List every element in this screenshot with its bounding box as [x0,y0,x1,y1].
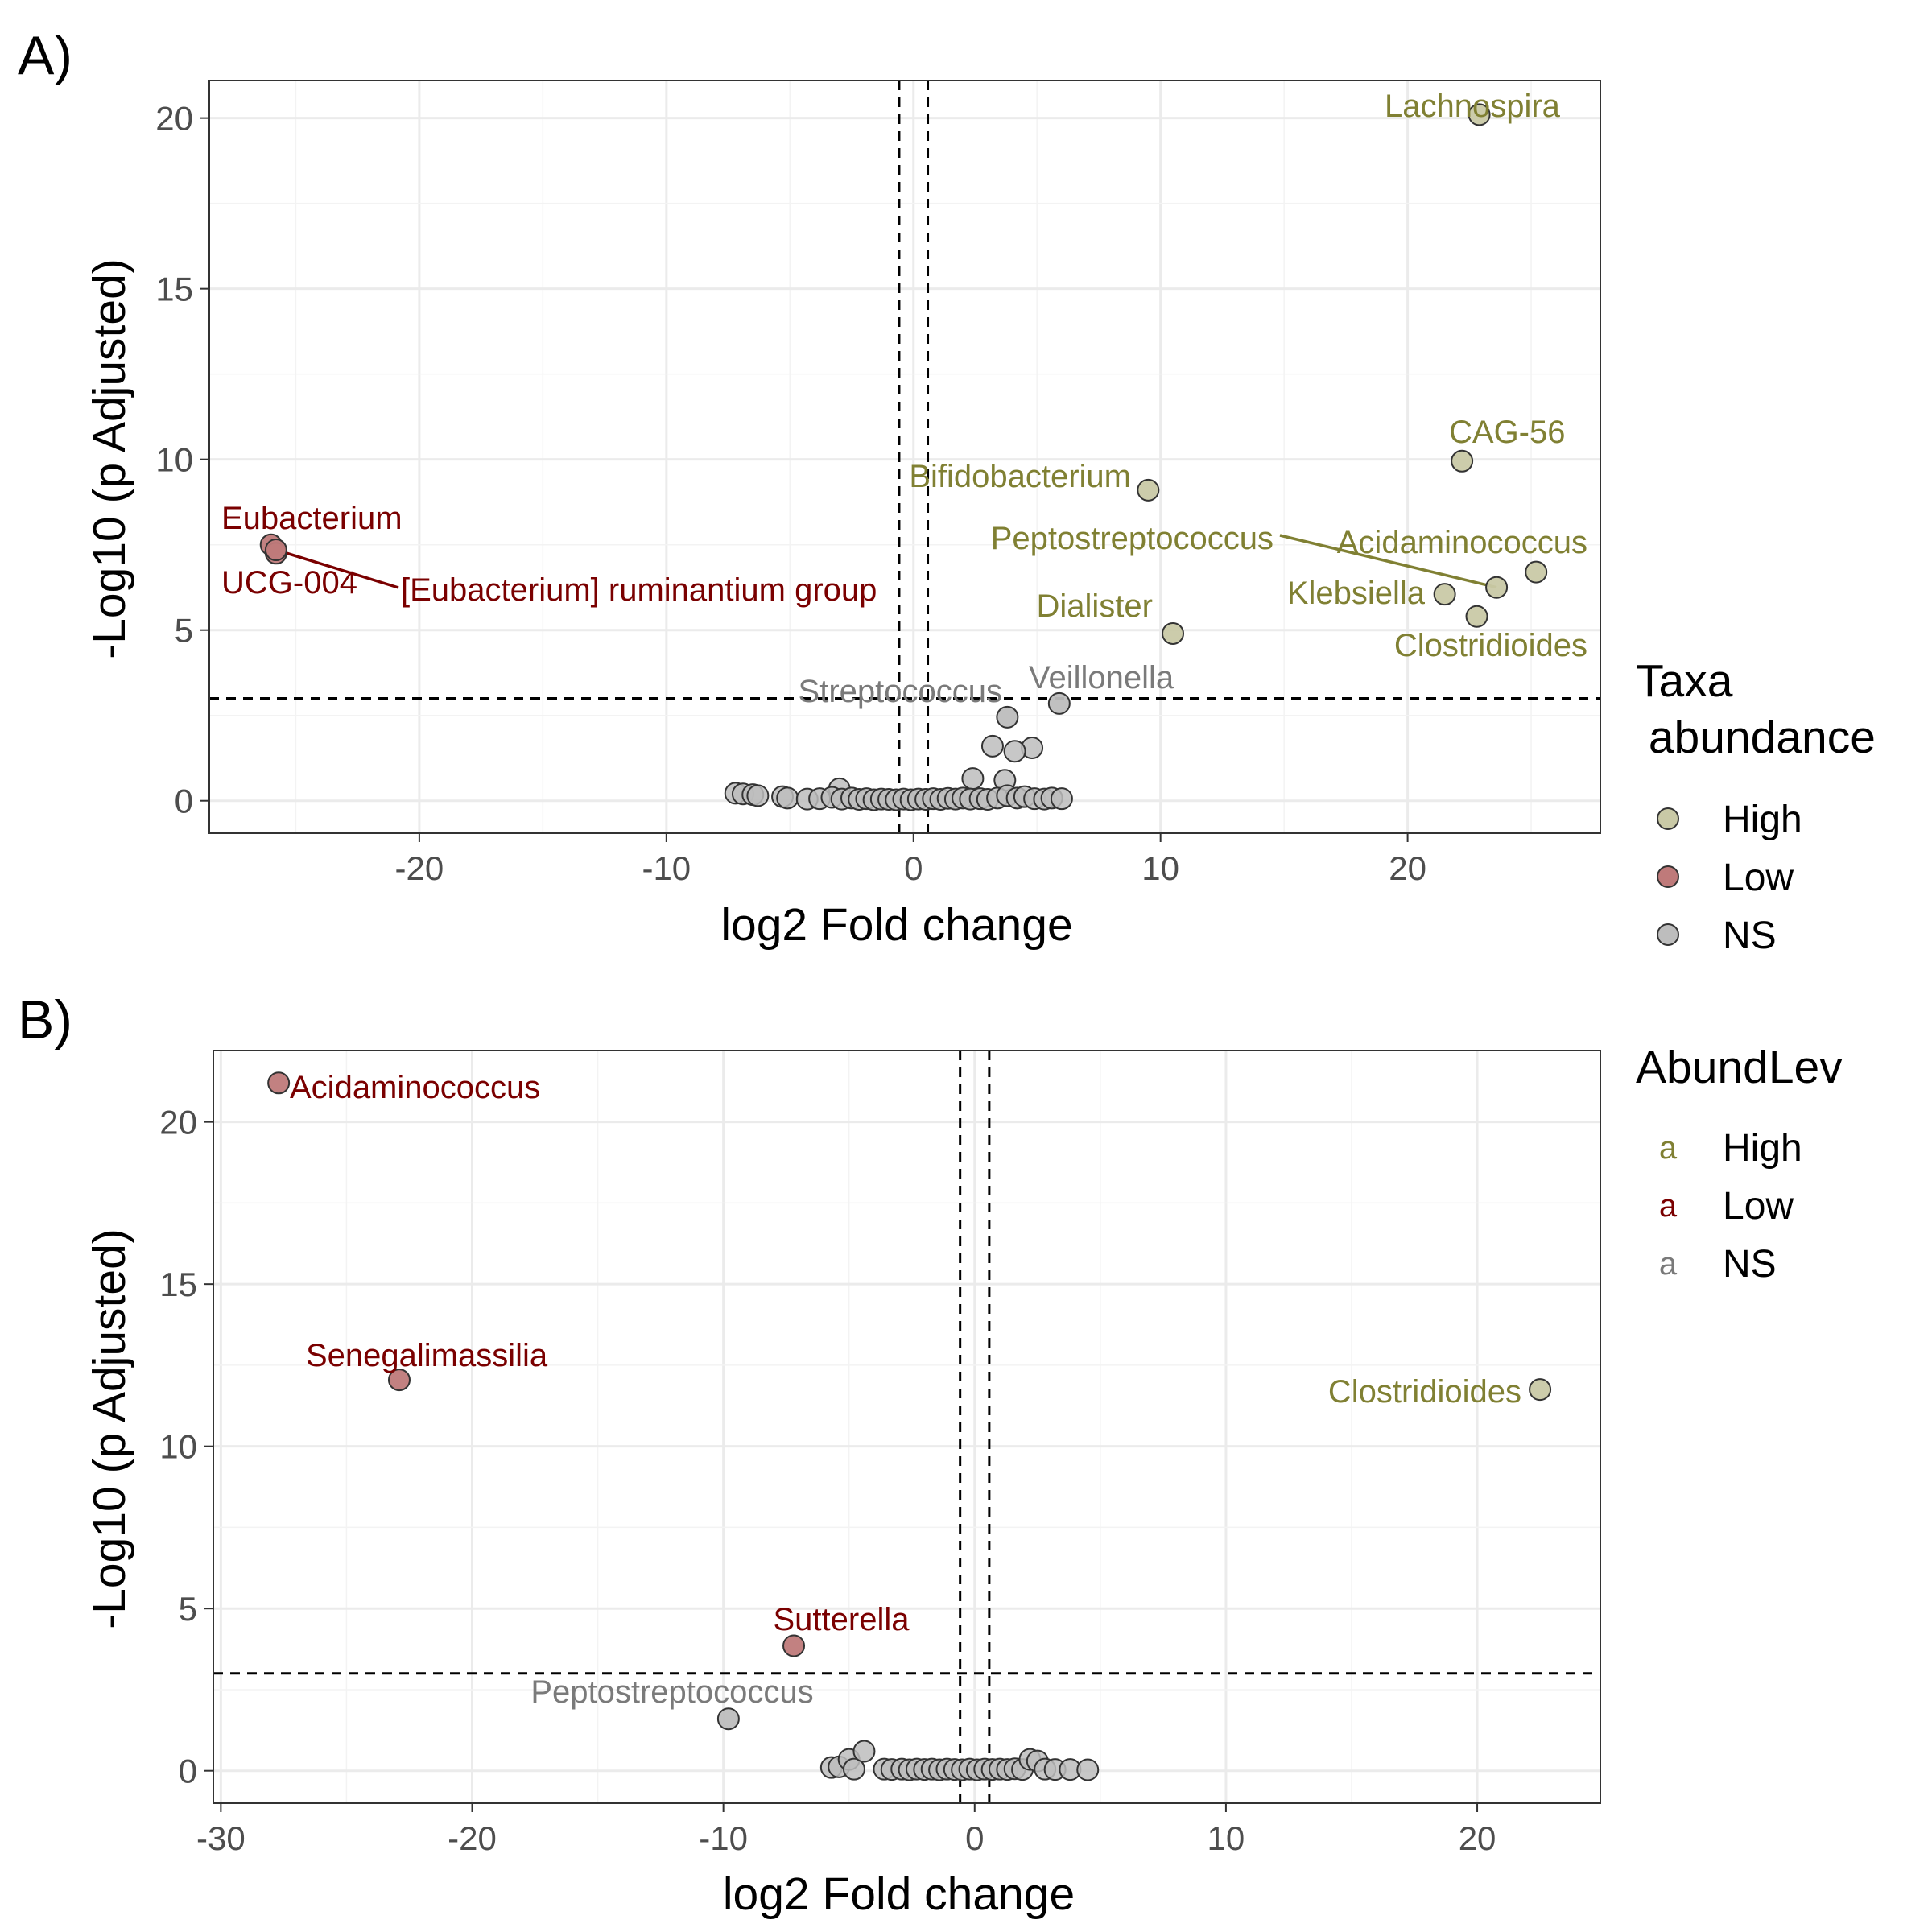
legend-label-low: Low [1723,1185,1794,1228]
point-label-sutterella: Sutterella [774,1602,910,1637]
y-tick-label: 0 [175,782,193,820]
legend-label-high: High [1723,799,1802,841]
x-tick-label: -20 [448,1819,497,1857]
legend-key-ns [1657,923,1679,946]
point-label-acidaminococcus: Acidaminococcus [1337,525,1587,560]
x-tick-label: 10 [1208,1819,1245,1857]
point-label-eubacterium-ruminantium-group: [Eubacterium] ruminantium group [401,572,877,608]
y-tick-label: 20 [159,1104,197,1141]
data-point-peptostreptococcus [716,1707,740,1731]
x-tick-label: -10 [642,849,691,887]
y-tick-label: 15 [155,270,193,308]
panel-a-plot: Lachnospira CAG-56 Bifidobacterium Acidamin… [84,80,1601,951]
legend-key-low [1657,865,1679,888]
x-tick-label: 0 [965,1819,984,1857]
panel-b-border [213,1050,1601,1804]
legend-b-title: AbundLev [1636,1042,1843,1093]
point-label-bifidobacterium: Bifidobacterium [909,459,1131,494]
data-point-klebsiella [1433,583,1456,606]
x-tick-label: -10 [699,1819,748,1857]
data-point-cag-56 [1451,449,1474,473]
point-label-dialister: Dialister [1037,588,1153,624]
data-point-dialister [1162,621,1185,645]
data-point-sutterella [782,1634,806,1657]
point-label-eubacterium: Eubacterium [221,501,402,536]
data-point-clostridioides [1529,1378,1552,1402]
y-tick-label: 0 [179,1752,197,1790]
label-connector [1279,534,1497,589]
data-point-eubacterium-ruminantium-group [264,539,287,562]
y-axis-title: -Log10 (p Adjusted) [84,1228,135,1629]
data-point-ns [852,1740,876,1763]
x-axis-title: log2 Fold change [723,1868,1075,1920]
y-tick-label: 20 [155,100,193,138]
data-point-veillonella [1047,691,1071,715]
legend-taxa-abundance: Taxa abundance High Low NS [1636,655,1876,957]
y-axis-title: -Log10 (p Adjusted) [84,258,135,659]
data-point-ns [980,734,1004,758]
x-tick-label: -30 [196,1819,246,1857]
point-label-acidaminococcus: Acidaminococcus [290,1070,540,1105]
data-point-bifidobacterium [1137,478,1160,502]
x-tick-label: 0 [904,849,923,887]
legend-abundlev: AbundLev a High a Low a NS [1636,1042,1843,1286]
legend-key-low: a [1659,1188,1678,1224]
x-tick-label: 20 [1389,849,1426,887]
point-label-peptostreptococcus: Peptostreptococcus [530,1674,813,1710]
panel-a-border [208,80,1601,834]
y-tick-label: 5 [175,612,193,650]
x-axis-title: log2 Fold change [720,899,1072,951]
data-point-acidaminococcus [267,1071,291,1095]
data-point-clostridioides [1465,605,1488,628]
legend-label-ns: NS [1723,1243,1777,1286]
panel-b-label: B) [18,989,72,1051]
point-label-clostridioides: Clostridioides [1394,628,1587,663]
y-tick-label: 10 [155,441,193,479]
panel-b-plot: Acidaminococcus Senegalimassilia Sutterell… [84,1050,1601,1920]
point-label-senegalimassilia: Senegalimassilia [306,1338,548,1373]
x-tick-label: 10 [1141,849,1179,887]
y-tick-label: 15 [159,1265,197,1303]
point-label-cag-56: CAG-56 [1449,415,1566,450]
data-point-ns [1003,740,1026,763]
legend-a-title-line2: abundance [1636,712,1876,763]
legend-label-ns: NS [1723,914,1777,957]
y-tick-label: 5 [179,1590,197,1628]
point-label-lachnospira: Lachnospira [1385,89,1561,124]
legend-a-title-line1: Taxa [1636,655,1733,707]
data-point-senegalimassilia [387,1368,411,1392]
data-point-ns [961,767,985,791]
data-point-ns [1050,787,1073,811]
data-point-ns [776,786,799,810]
point-label-streptococcus: Streptococcus [799,674,1002,709]
point-label-peptostreptococcus: Peptostreptococcus [991,521,1274,556]
point-label-klebsiella: Klebsiella [1287,576,1426,611]
label-connector [275,548,399,589]
point-label-clostridioides: Clostridioides [1328,1374,1521,1410]
data-point-peptostreptococcus [1525,560,1548,584]
legend-key-high [1657,807,1679,830]
legend-key-ns: a [1659,1246,1678,1282]
data-point-ns [1076,1758,1100,1781]
y-tick-label: 10 [159,1428,197,1466]
panel-a-label: A) [18,25,72,86]
x-tick-label: 20 [1459,1819,1496,1857]
data-point-ns [842,1757,865,1781]
data-point-ns [746,784,770,807]
legend-label-high: High [1723,1127,1802,1170]
legend-key-high: a [1659,1130,1678,1166]
point-label-veillonella: Veillonella [1029,660,1174,696]
data-point-streptococcus [996,705,1019,729]
legend-label-low: Low [1723,857,1794,899]
x-tick-label: -20 [395,849,444,887]
data-point-lachnospira [1468,103,1491,126]
point-label-ucg-004: UCG-004 [221,565,357,601]
data-point-acidaminococcus [1485,576,1509,599]
